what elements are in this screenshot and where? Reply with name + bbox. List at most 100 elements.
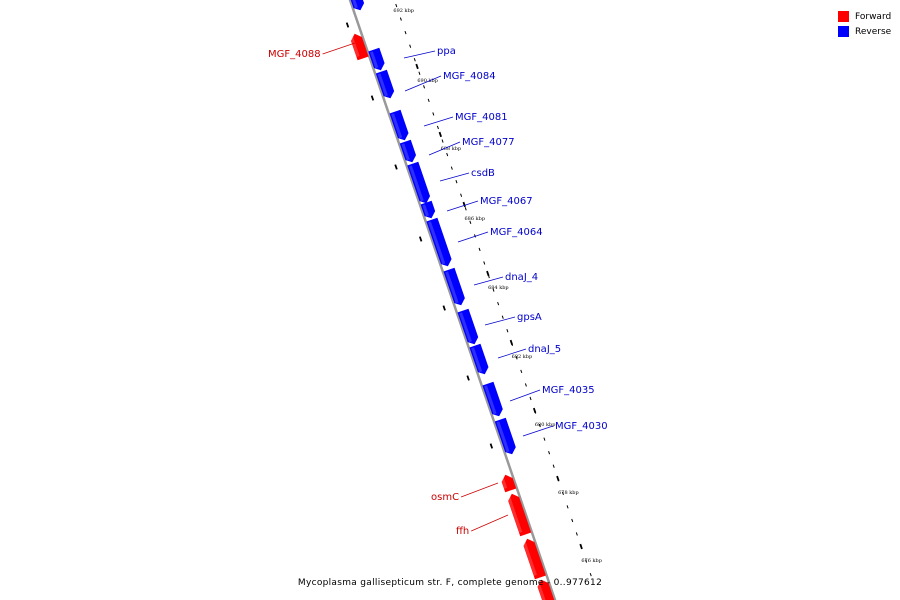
gene-highlight: [536, 581, 546, 600]
gene-label-leader: [404, 75, 442, 92]
legend: Forward Reverse: [838, 9, 891, 39]
gene-feature[interactable]: [469, 343, 489, 375]
gene-label: MGF_4077: [462, 137, 515, 148]
reverse-color-swatch: [838, 26, 849, 37]
legend-item-forward: Forward: [838, 9, 891, 24]
scale-dot: [464, 207, 467, 211]
scale-dot: [483, 261, 486, 265]
gene-feature[interactable]: [399, 139, 417, 163]
gene-label-leader: [322, 42, 356, 55]
gene-feature[interactable]: [389, 109, 409, 141]
tick-label: 684 kbp: [488, 285, 509, 291]
gene-feature[interactable]: [420, 200, 436, 219]
gene-label-leader: [471, 514, 509, 532]
gene-label: osmC: [431, 492, 459, 503]
gene-feature[interactable]: [407, 161, 431, 204]
gene-label-leader: [497, 348, 527, 359]
tick-label: 676 kbp: [581, 558, 602, 564]
scale-dot: [460, 193, 463, 197]
gene-labels: MGF_4088 ppa MGF_4084 MGF_4081 MGF_4077 csdB M…: [268, 42, 608, 537]
scale-dot: [585, 559, 588, 563]
scale-dot: [543, 437, 546, 441]
gene-label: csdB: [471, 168, 495, 179]
scale-tick: [466, 375, 470, 381]
gene-label: MGF_4035: [542, 385, 595, 396]
gene-highlight: [507, 495, 523, 533]
gene-features: [346, 0, 556, 600]
scale-dot: [436, 125, 439, 130]
gene-highlight: [484, 385, 497, 415]
gene-highlight: [459, 312, 472, 343]
gene-label-leader: [403, 50, 436, 59]
scale-dot: [413, 58, 416, 62]
tick-label: 678 kbp: [558, 490, 579, 496]
scale-tick: [442, 305, 446, 311]
gene-highlight: [349, 35, 360, 57]
gene-feature[interactable]: [457, 308, 479, 345]
tick-label: 692 kbp: [393, 8, 414, 14]
gene-feature[interactable]: [537, 579, 556, 600]
gene-highlight: [445, 271, 459, 304]
tick-label: 686 kbp: [464, 216, 485, 222]
scale-dot: [529, 396, 532, 401]
scale-dot: [552, 464, 555, 468]
gene-highlight: [471, 347, 483, 373]
scale-tick: [415, 63, 419, 70]
gene-highlight: [428, 221, 446, 265]
scale-dot: [520, 369, 523, 374]
gene-highlight: [422, 204, 429, 217]
tick-label: 682 kbp: [512, 354, 533, 360]
gene-label: MGF_4064: [490, 227, 543, 238]
gene-feature[interactable]: [350, 33, 369, 61]
scale-tick: [556, 475, 560, 482]
scale-tick: [345, 22, 350, 28]
scale-dot: [395, 3, 398, 8]
gene-feature[interactable]: [375, 69, 395, 99]
scale-dot: [515, 356, 518, 360]
scale-dot: [478, 247, 481, 252]
gene-feature[interactable]: [426, 217, 452, 267]
gene-label-leader: [460, 482, 499, 498]
scale-dot: [566, 505, 569, 509]
scale-tick: [532, 407, 537, 414]
legend-label-reverse: Reverse: [855, 26, 892, 37]
scale-dot: [441, 139, 444, 143]
scale-dot: [575, 532, 578, 536]
gene-label-leader: [423, 116, 454, 127]
gene-label: ffh: [456, 526, 469, 537]
gene-highlight: [408, 165, 424, 202]
gene-label: dnaJ_4: [505, 272, 538, 283]
gene-feature[interactable]: [443, 267, 465, 306]
gene-feature[interactable]: [482, 381, 503, 417]
gene-label-leader: [522, 425, 554, 437]
gene-highlight: [352, 0, 358, 9]
scale-dot: [548, 450, 551, 455]
gene-feature[interactable]: [501, 474, 517, 493]
scale-dot: [418, 71, 421, 75]
gene-feature[interactable]: [523, 538, 546, 580]
gene-feature[interactable]: [494, 417, 516, 455]
scale-tick: [418, 236, 423, 242]
gene-highlight: [370, 51, 379, 69]
genome-caption: Mycoplasma gallisepticum str. F, complet…: [297, 578, 603, 588]
gene-highlight: [401, 143, 410, 161]
scale-dot: [423, 85, 426, 89]
gene-highlight: [391, 113, 403, 139]
scale-tick: [486, 270, 490, 277]
gene-label-leader: [509, 389, 541, 402]
gene-label: MGF_4088: [268, 49, 321, 60]
gene-feature[interactable]: [346, 0, 365, 11]
scale-dot: [469, 220, 472, 224]
scale-dot: [404, 30, 407, 35]
gene-highlight: [522, 540, 537, 576]
gene-feature[interactable]: [508, 493, 532, 537]
scale-dot: [506, 329, 509, 333]
gene-feature[interactable]: [368, 47, 385, 71]
scale-tick: [462, 201, 466, 208]
tick-label: 688 kbp: [441, 146, 462, 152]
scale-dot: [473, 234, 476, 238]
gene-highlight: [377, 73, 388, 97]
scale-dot: [427, 98, 430, 103]
gene-label-leader: [457, 231, 489, 243]
